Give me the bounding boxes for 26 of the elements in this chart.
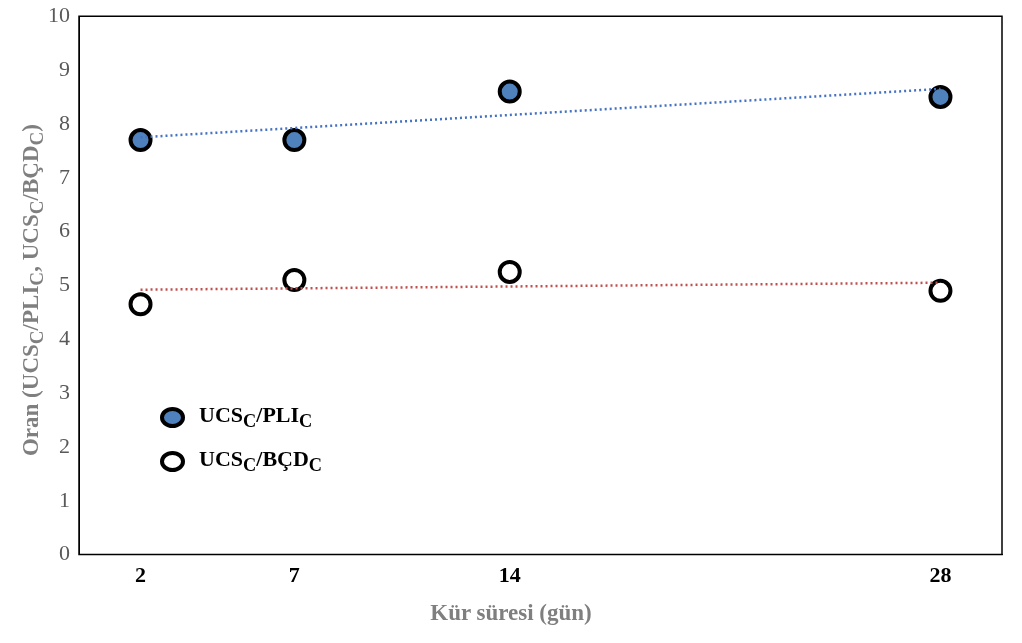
x-axis-title: Kür süresi (gün): [429, 600, 593, 626]
point: [128, 292, 153, 317]
y-tick-label: 2: [59, 432, 70, 458]
point: [282, 128, 307, 153]
y-tick-label: 10: [48, 1, 70, 27]
point: [497, 259, 522, 284]
x-tick-label: 14: [498, 562, 521, 588]
legend-label: UCS$_{C}$/BÇD$_{C}$: [199, 445, 323, 477]
y-tick-label: 4: [59, 325, 70, 351]
legend-label: UCS$_{C}$/PLI$_{C}$: [199, 401, 313, 433]
y-tick-label: 5: [59, 271, 70, 297]
point: [497, 79, 522, 104]
y-tick-label: 6: [59, 217, 70, 243]
point: [128, 128, 153, 153]
x-tick-label: 7: [288, 562, 300, 588]
y-tick-label: 9: [59, 55, 70, 81]
point: [282, 268, 307, 293]
y-tick-label: 0: [59, 540, 70, 566]
y-tick-label: 8: [59, 109, 70, 135]
point: [928, 278, 953, 303]
y-tick-label: 3: [59, 378, 70, 404]
x-tick-label: 2: [135, 562, 147, 588]
x-tick-label: 28: [929, 562, 952, 588]
y-tick-label: 1: [59, 486, 70, 512]
y-tick-label: 7: [59, 163, 70, 189]
point: [928, 84, 953, 109]
